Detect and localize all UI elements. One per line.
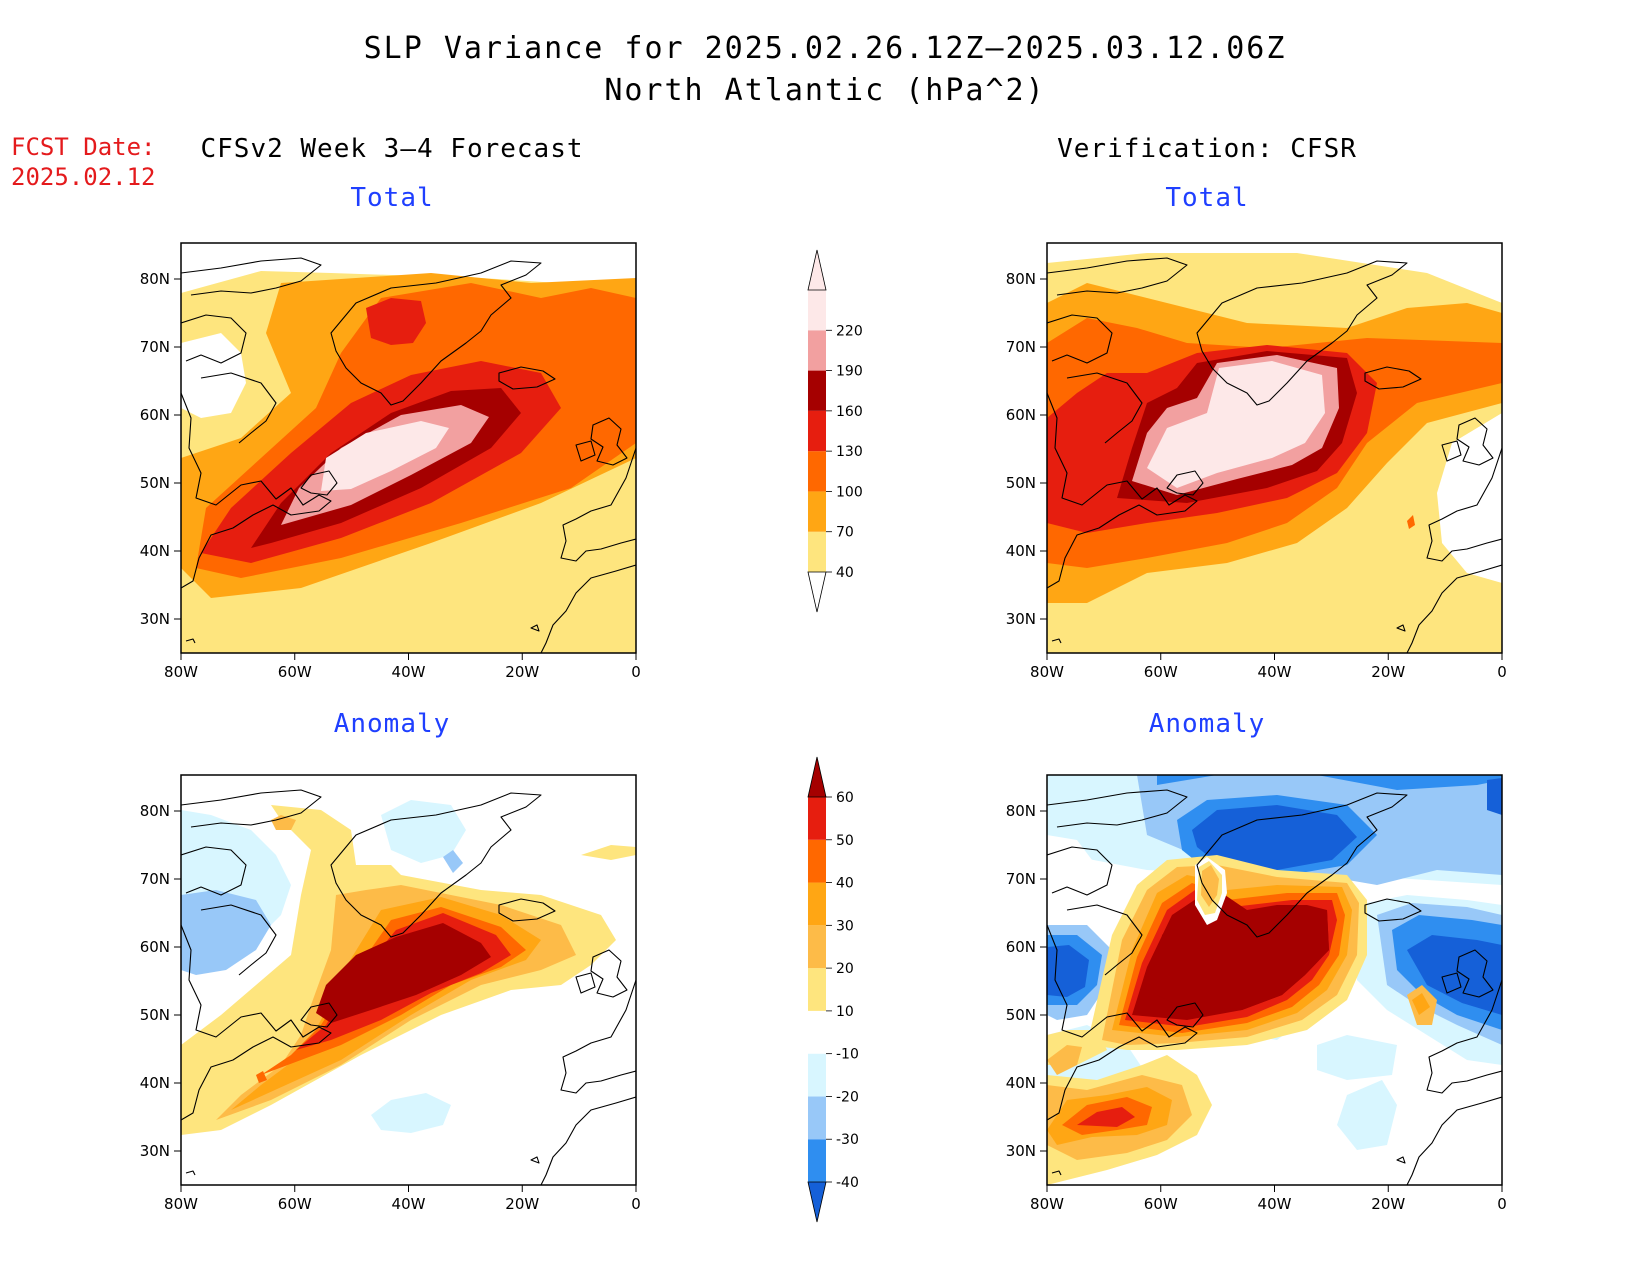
- lon-tick-label: 80W: [1030, 1195, 1064, 1213]
- colorbar-swatch: [808, 968, 826, 1011]
- lon-tick-label: 60W: [1144, 663, 1178, 681]
- colorbar-level-label: 130: [836, 444, 863, 460]
- colorbar-anomaly: -40 -30 -20 -10 10 20 30 40 50 60: [807, 756, 859, 1223]
- colorbar-level-label: -10: [836, 1047, 859, 1063]
- lat-tick-label: 40N: [1006, 542, 1036, 560]
- colorbar-swatch: [808, 410, 826, 452]
- colorbar-extend-bottom: [807, 571, 827, 613]
- colorbar-swatch: [808, 290, 826, 331]
- colorbar-swatch: [808, 451, 826, 492]
- lon-tick-label: 0: [631, 663, 641, 681]
- lat-tick-label: 60N: [140, 406, 170, 424]
- colorbar-swatch: [808, 370, 826, 411]
- colorbar-swatch: [808, 797, 826, 840]
- colorbar-level-label: 220: [836, 323, 863, 339]
- colorbar-swatch: [808, 1010, 826, 1054]
- colorbar-level-label: 40: [836, 876, 854, 892]
- lat-tick-label: 80N: [140, 802, 170, 820]
- lat-tick-label: 80N: [140, 270, 170, 288]
- panel-subtitle-fcst-total: Total: [350, 183, 434, 213]
- panel-subtitle-fcst-anomaly: Anomaly: [333, 709, 451, 739]
- lat-tick-label: 70N: [1006, 870, 1036, 888]
- lon-tick-label: 80W: [1030, 663, 1064, 681]
- colorbar-swatch: [808, 1096, 826, 1140]
- colorbar-total: 40 70 100 130 160 190 220: [807, 249, 863, 613]
- colorbar-extend-top: [807, 249, 827, 291]
- lat-tick-label: 70N: [1006, 338, 1036, 356]
- column-title-verification: Verification: CFSR: [1057, 134, 1357, 164]
- map-verification-total: [1046, 242, 1503, 654]
- fcst-date-value: 2025.02.12: [11, 163, 156, 191]
- lat-tick-label: 30N: [1006, 610, 1036, 628]
- colorbar-level-label: 190: [836, 364, 863, 380]
- colorbar-level-label: 20: [836, 961, 854, 977]
- map-forecast-anomaly: [180, 774, 637, 1186]
- lon-tick-label: 80W: [164, 663, 198, 681]
- lat-tick-label: 80N: [1006, 270, 1036, 288]
- lon-tick-label: 0: [1497, 1195, 1507, 1213]
- map-verification-anomaly: [1046, 774, 1503, 1186]
- lon-tick-label: 20W: [1371, 1195, 1405, 1213]
- colorbar-swatch: [808, 1139, 826, 1182]
- column-title-forecast: CFSv2 Week 3–4 Forecast: [200, 134, 584, 164]
- lon-tick-label: 40W: [392, 1195, 426, 1213]
- lat-tick-label: 80N: [1006, 802, 1036, 820]
- panel-subtitle-verif-total: Total: [1165, 183, 1249, 213]
- lat-tick-label: 30N: [140, 1142, 170, 1160]
- colorbar-swatch: [808, 491, 826, 532]
- lon-tick-label: 40W: [1258, 1195, 1292, 1213]
- panel-subtitle-verif-anomaly: Anomaly: [1148, 709, 1266, 739]
- lat-tick-label: 30N: [140, 610, 170, 628]
- colorbar-extend-top: [807, 756, 827, 798]
- lon-tick-label: 60W: [278, 1195, 312, 1213]
- lon-tick-label: 80W: [164, 1195, 198, 1213]
- lat-tick-label: 30N: [1006, 1142, 1036, 1160]
- fcst-date-label: FCST Date:: [11, 133, 156, 161]
- lon-tick-label: 20W: [1371, 663, 1405, 681]
- lat-tick-label: 70N: [140, 338, 170, 356]
- lon-tick-label: 20W: [505, 1195, 539, 1213]
- figure-title-line1: SLP Variance for 2025.02.26.12Z–2025.03.…: [363, 31, 1287, 66]
- lat-tick-label: 50N: [1006, 1006, 1036, 1024]
- colorbar-swatch: [808, 1053, 826, 1097]
- lat-tick-label: 60N: [1006, 406, 1036, 424]
- lat-tick-label: 40N: [1006, 1074, 1036, 1092]
- lat-tick-label: 50N: [140, 1006, 170, 1024]
- colorbar-swatch: [808, 882, 826, 926]
- lat-tick-label: 60N: [1006, 938, 1036, 956]
- colorbar-level-label: 10: [836, 1004, 854, 1020]
- colorbar-level-label: -40: [836, 1175, 859, 1191]
- lat-tick-label: 70N: [140, 870, 170, 888]
- colorbar-level-label: 70: [836, 525, 854, 541]
- lat-tick-label: 60N: [140, 938, 170, 956]
- map-forecast-total: [180, 242, 637, 654]
- colorbar-level-label: -20: [836, 1089, 859, 1105]
- lon-tick-label: 20W: [505, 663, 539, 681]
- colorbar-level-label: 160: [836, 404, 863, 420]
- colorbar-swatch: [808, 531, 826, 572]
- colorbar-extend-bottom: [807, 1181, 827, 1223]
- lat-tick-label: 40N: [140, 542, 170, 560]
- lat-tick-label: 50N: [1006, 474, 1036, 492]
- colorbar-level-label: 30: [836, 918, 854, 934]
- colorbar-level-label: 100: [836, 484, 863, 500]
- colorbar-level-label: -30: [836, 1132, 859, 1148]
- lat-tick-label: 40N: [140, 1074, 170, 1092]
- lon-tick-label: 40W: [1258, 663, 1292, 681]
- lon-tick-label: 40W: [392, 663, 426, 681]
- colorbar-swatch: [808, 330, 826, 371]
- lat-tick-label: 50N: [140, 474, 170, 492]
- lon-tick-label: 60W: [1144, 1195, 1178, 1213]
- colorbar-swatch: [808, 925, 826, 969]
- lon-tick-label: 60W: [278, 663, 312, 681]
- lon-tick-label: 0: [631, 1195, 641, 1213]
- colorbar-swatch: [808, 839, 826, 883]
- lon-tick-label: 0: [1497, 663, 1507, 681]
- colorbar-level-label: 60: [836, 790, 854, 806]
- figure-title-line2: North Atlantic (hPa^2): [604, 73, 1046, 108]
- colorbar-level-label: 40: [836, 565, 854, 581]
- colorbar-level-label: 50: [836, 833, 854, 849]
